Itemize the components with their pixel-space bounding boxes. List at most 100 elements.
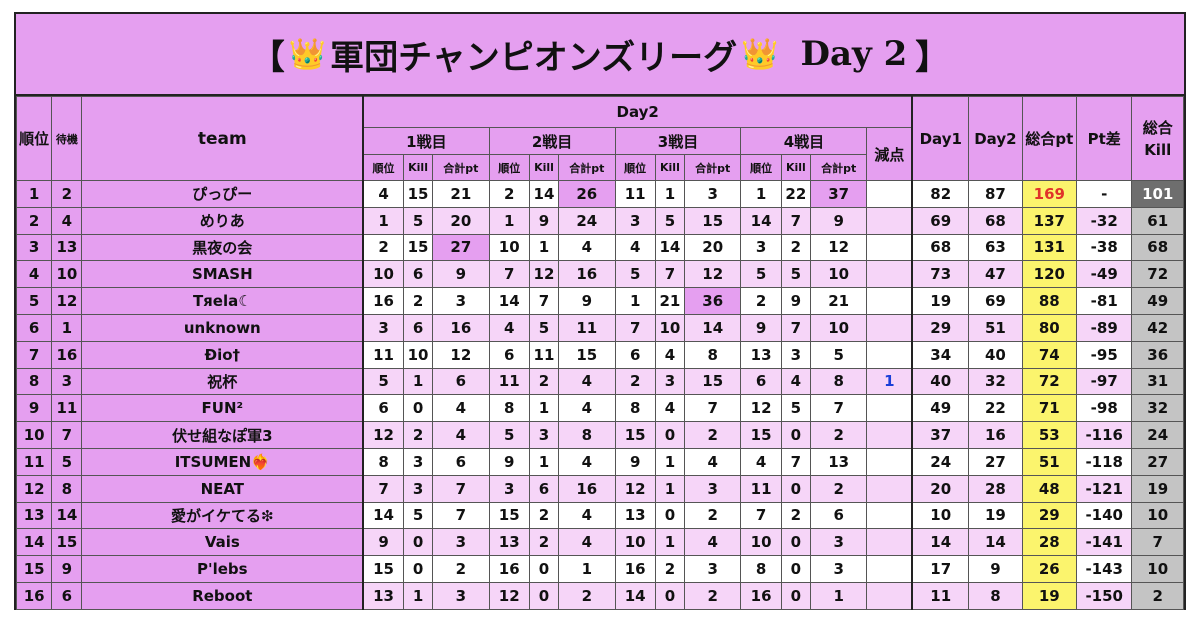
subheader-match-2-total: 合計pt <box>558 154 616 181</box>
match-2-place-cell: 12 <box>488 581 530 610</box>
match-2-kill-cell: 0 <box>528 581 560 610</box>
match-4-total-cell: 8 <box>809 367 868 396</box>
deduction-cell <box>866 313 913 342</box>
day1-cell: 69 <box>911 206 970 235</box>
match-4-place-cell: 8 <box>740 555 782 583</box>
total-pt-cell: 28 <box>1021 528 1078 557</box>
match-2-place-cell: 2 <box>488 180 530 208</box>
team-name-cell: Reboot <box>81 581 364 610</box>
total-pt-cell: 71 <box>1021 394 1078 423</box>
match-4-place-cell: 3 <box>740 233 782 262</box>
match-2-total-cell: 16 <box>558 474 616 503</box>
match-1-kill-cell: 3 <box>402 447 434 476</box>
match-2-kill-cell: 2 <box>528 528 560 557</box>
match-2-kill-cell: 7 <box>528 287 560 315</box>
match-1-place-cell: 12 <box>362 421 404 449</box>
match-2-place-cell: 10 <box>488 233 530 262</box>
total-kill-cell: 36 <box>1131 340 1184 369</box>
total-pt-cell: 19 <box>1021 581 1078 610</box>
deduction-cell <box>866 394 913 423</box>
day2-cell: 8 <box>968 581 1023 610</box>
match-3-place-cell: 2 <box>614 367 656 396</box>
pt-diff-cell: -32 <box>1076 206 1133 235</box>
match-1-kill-cell: 0 <box>402 528 434 557</box>
match-4-place-cell: 13 <box>740 340 782 369</box>
match-4-total-cell: 10 <box>809 260 868 289</box>
match-3-kill-cell: 1 <box>654 447 686 476</box>
match-3-kill-cell: 3 <box>654 367 686 396</box>
table-row: 7 16 Ðio† 11 10 12 6 11 15 6 4 8 13 3 5 34 40 74 -95 36 <box>15 340 1184 369</box>
rank-cell: 6 <box>15 313 53 342</box>
match-4-kill-cell: 7 <box>780 313 811 342</box>
match-1-place-cell: 11 <box>362 340 404 369</box>
total-pt-cell: 72 <box>1021 367 1078 396</box>
match-4-place-cell: 12 <box>740 394 782 423</box>
day2-cell: 69 <box>968 287 1023 315</box>
subheader-match-3-total: 合計pt <box>684 154 742 181</box>
day2-cell: 27 <box>968 447 1023 476</box>
match-3-place-cell: 16 <box>614 555 656 583</box>
subheader-match-3-kill: Kill <box>654 154 686 181</box>
match-3-total-cell: 2 <box>684 501 742 530</box>
header-deduction: 減点 <box>866 127 913 181</box>
match-2-total-cell: 8 <box>558 421 616 449</box>
day2-cell: 28 <box>968 474 1023 503</box>
table-row: 15 9 P'lebs 15 0 2 16 0 1 16 2 3 8 0 3 17 9 26 -143 10 <box>15 555 1184 583</box>
page-title: 【 👑 軍団チャンピオンズリーグ 👑 Day 2 】 <box>16 14 1184 96</box>
header-rank: 順位 <box>15 96 53 181</box>
match-1-place-cell: 8 <box>362 447 404 476</box>
match-2-total-cell: 4 <box>558 447 616 476</box>
match-4-place-cell: 11 <box>740 474 782 503</box>
match-3-kill-cell: 2 <box>654 555 686 583</box>
team-name-cell: 黒夜の会 <box>81 233 364 262</box>
rank-cell: 13 <box>15 501 53 530</box>
match-1-total-cell: 4 <box>432 421 490 449</box>
rank-cell: 4 <box>15 260 53 289</box>
match-4-kill-cell: 7 <box>780 206 811 235</box>
header-total-kill: 総合Kill <box>1131 96 1184 181</box>
match-1-place-cell: 15 <box>362 555 404 583</box>
match-3-place-cell: 6 <box>614 340 656 369</box>
team-name-cell: Tяela☾ <box>81 287 364 315</box>
team-name-cell: unknown <box>81 313 364 342</box>
subheader-match-1-place: 順位 <box>362 154 404 181</box>
day2-cell: 19 <box>968 501 1023 530</box>
table-row: 10 7 伏せ組なぽ軍3 12 2 4 5 3 8 15 0 2 15 0 2 37 16 53 -116 24 <box>15 421 1184 449</box>
pt-diff-cell: -95 <box>1076 340 1133 369</box>
match-1-kill-cell: 6 <box>402 260 434 289</box>
day1-cell: 68 <box>911 233 970 262</box>
match-2-kill-cell: 1 <box>528 233 560 262</box>
match-3-place-cell: 14 <box>614 581 656 610</box>
pt-diff-cell: -150 <box>1076 581 1133 610</box>
day1-cell: 37 <box>911 421 970 449</box>
match-3-total-cell: 3 <box>684 555 742 583</box>
total-kill-cell: 19 <box>1131 474 1184 503</box>
subheader-match-2-place: 順位 <box>488 154 530 181</box>
rank-cell: 2 <box>15 206 53 235</box>
match-1-total-cell: 4 <box>432 394 490 423</box>
team-name-cell: 愛がイケてる❇︎ <box>81 501 364 530</box>
deduction-cell <box>866 555 913 583</box>
pt-diff-cell: -118 <box>1076 447 1133 476</box>
day2-cell: 68 <box>968 206 1023 235</box>
match-2-total-cell: 1 <box>558 555 616 583</box>
match-2-total-cell: 4 <box>558 367 616 396</box>
match-2-kill-cell: 1 <box>528 447 560 476</box>
match-3-place-cell: 11 <box>614 180 656 208</box>
wait-cell: 4 <box>51 206 83 235</box>
match-1-place-cell: 1 <box>362 206 404 235</box>
match-2-kill-cell: 11 <box>528 340 560 369</box>
match-1-total-cell: 16 <box>432 313 490 342</box>
day2-cell: 16 <box>968 421 1023 449</box>
match-3-total-cell: 14 <box>684 313 742 342</box>
total-pt-cell: 51 <box>1021 447 1078 476</box>
match-2-total-cell: 15 <box>558 340 616 369</box>
match-2-total-cell: 4 <box>558 528 616 557</box>
deduction-cell <box>866 421 913 449</box>
wait-cell: 2 <box>51 180 83 208</box>
pt-diff-cell: -89 <box>1076 313 1133 342</box>
total-kill-cell: 31 <box>1131 367 1184 396</box>
day1-cell: 82 <box>911 180 970 208</box>
match-2-total-cell: 4 <box>558 394 616 423</box>
day1-cell: 40 <box>911 367 970 396</box>
